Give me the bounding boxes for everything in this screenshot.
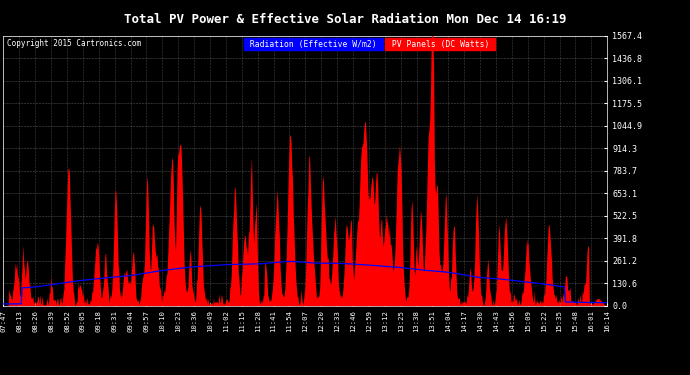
Text: Radiation (Effective W/m2): Radiation (Effective W/m2) bbox=[245, 40, 382, 49]
Text: Total PV Power & Effective Solar Radiation Mon Dec 14 16:19: Total PV Power & Effective Solar Radiati… bbox=[124, 13, 566, 26]
Text: Copyright 2015 Cartronics.com: Copyright 2015 Cartronics.com bbox=[7, 39, 141, 48]
Text: PV Panels (DC Watts): PV Panels (DC Watts) bbox=[387, 40, 494, 49]
